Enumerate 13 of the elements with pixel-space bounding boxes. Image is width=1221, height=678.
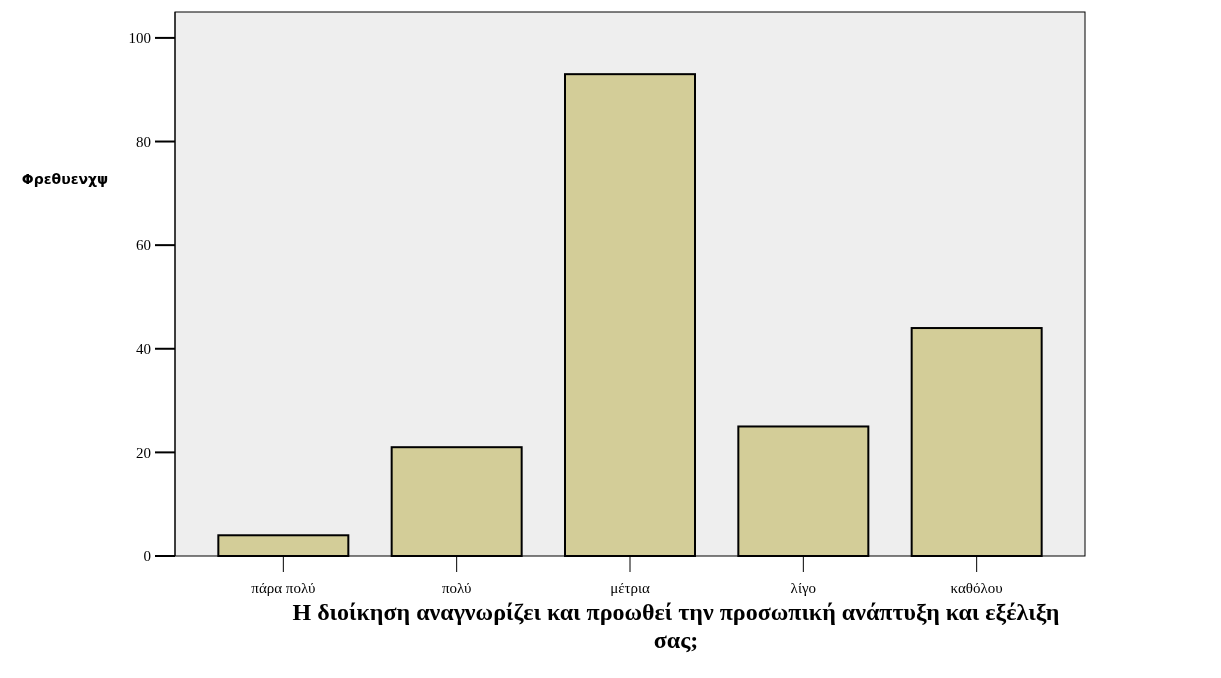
y-tick-label: 80: [136, 133, 151, 150]
x-tick-label: καθόλου: [950, 580, 1003, 596]
y-tick-label: 20: [136, 444, 151, 461]
x-tick-label: πάρα πολύ: [251, 580, 316, 596]
y-axis-title: Φρεθυενχψ: [21, 171, 109, 187]
y-tick-label: 40: [136, 341, 151, 358]
x-tick-label: λίγο: [790, 580, 817, 596]
x-tick-label: μέτρια: [610, 580, 651, 596]
x-tick-label: πολύ: [441, 580, 472, 596]
y-tick-label: 60: [136, 237, 151, 254]
x-axis-title: Η διοίκηση αναγνωρίζει και προωθεί την προσωπική ανάπτυξη και εξέλιξη σας;: [292, 599, 1060, 653]
y-tick-label: 0: [143, 548, 151, 565]
y-tick-label: 100: [128, 30, 151, 47]
